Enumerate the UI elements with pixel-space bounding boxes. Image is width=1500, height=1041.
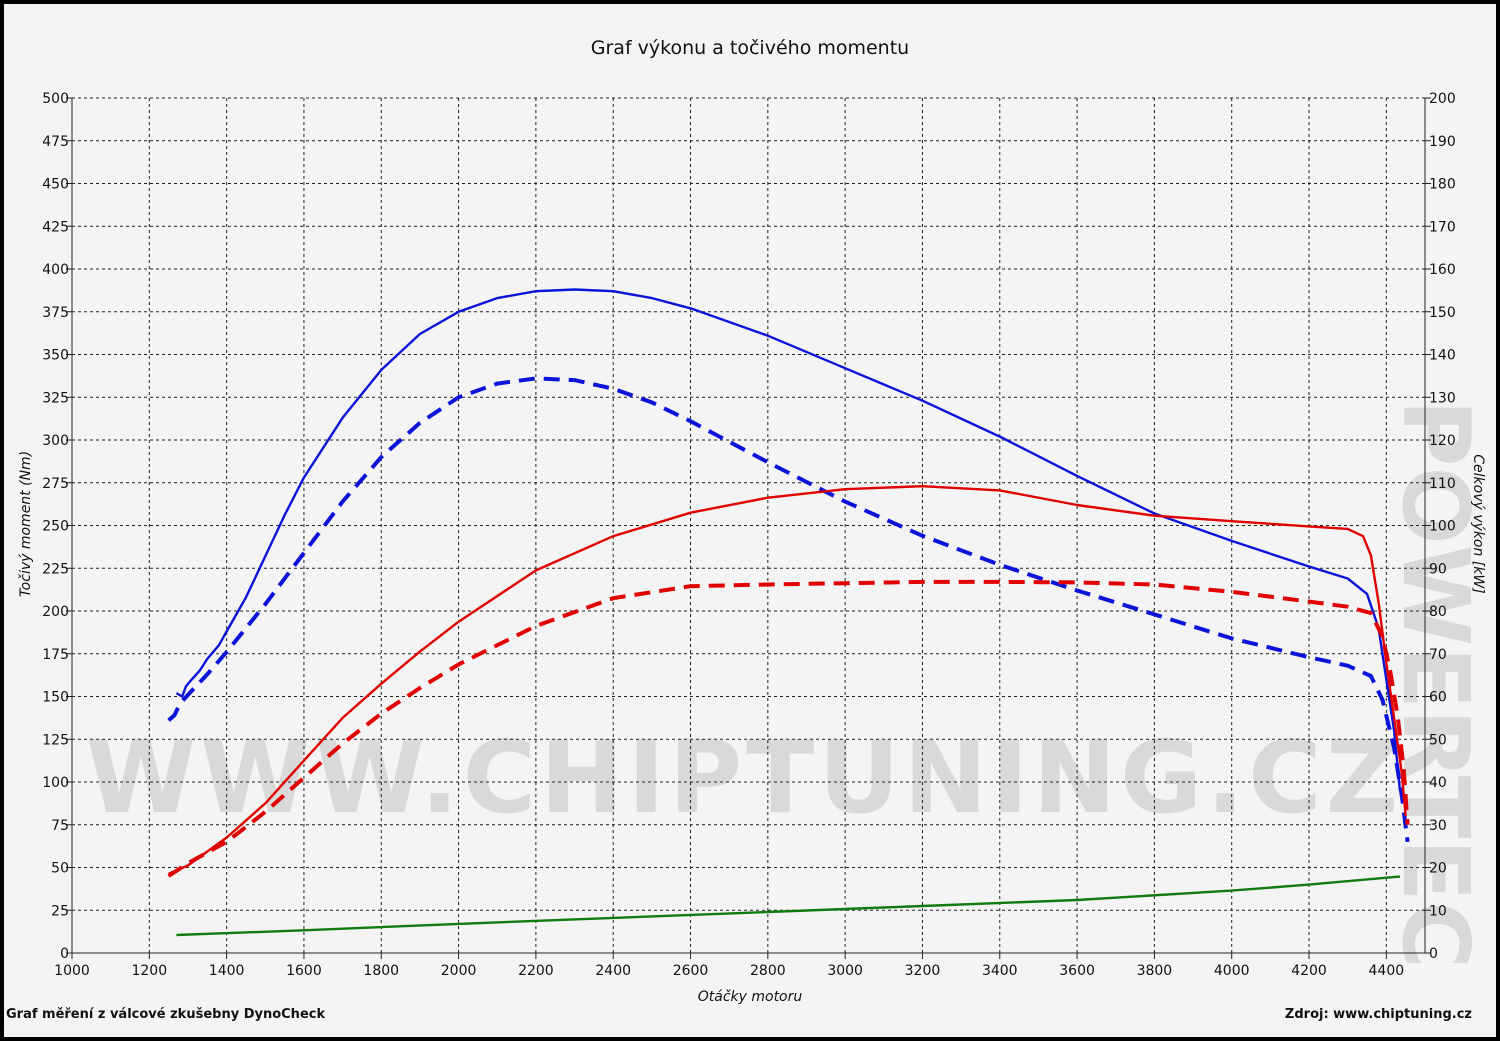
y2-tick-label: 70	[1429, 647, 1447, 663]
x-tick-label: 2800	[750, 963, 786, 979]
y-tick-label: 100	[42, 775, 69, 791]
y2-tick-label: 90	[1429, 561, 1447, 577]
y2-tick-label: 100	[1429, 519, 1456, 535]
x-tick-label: 1200	[131, 963, 167, 979]
y2-tick-label: 190	[1429, 134, 1456, 150]
watermark-text: WWW.CHIPTUNING.CZ	[86, 719, 1402, 836]
y2-tick-label: 140	[1429, 348, 1456, 364]
y2-tick-label: 60	[1429, 690, 1447, 706]
chart-title: Graf výkonu a točivého momentu	[591, 37, 909, 59]
y-tick-label: 300	[42, 433, 69, 449]
y2-tick-label: 150	[1429, 305, 1456, 321]
x-tick-label: 4200	[1291, 963, 1327, 979]
y2-tick-label: 30	[1429, 818, 1447, 834]
series-line-5	[176, 875, 1401, 937]
y-tick-label: 475	[42, 134, 69, 150]
x-tick-label: 3600	[1059, 963, 1095, 979]
footer-left: Graf měření z válcové zkušebny DynoCheck	[6, 1007, 325, 1022]
y-tick-label: 25	[51, 903, 69, 919]
y-tick-label: 225	[42, 561, 69, 577]
x-tick-label: 3400	[982, 963, 1018, 979]
y2-tick-label: 0	[1429, 946, 1438, 962]
y2-tick-label: 110	[1429, 476, 1456, 492]
series-line-2	[167, 376, 1410, 843]
y-tick-label: 450	[42, 177, 69, 193]
y2-tick-label: 80	[1429, 604, 1447, 620]
series	[167, 288, 1410, 937]
y-tick-label: 75	[51, 818, 69, 834]
x-tick-label: 3800	[1137, 963, 1173, 979]
x-axis-label: Otáčky motoru	[698, 989, 803, 1005]
series-line-4	[167, 579, 1410, 878]
y-tick-label: 200	[42, 604, 69, 620]
y2-axis-label: Celkový výkon [kW]	[1470, 454, 1486, 593]
y-tick-label: 325	[42, 390, 69, 406]
y2-tick-label: 170	[1429, 219, 1456, 235]
series-line-3	[168, 485, 1407, 875]
x-tick-label: 2200	[518, 963, 554, 979]
x-tick-label: 2400	[595, 963, 631, 979]
y-axis-label: Točivý moment (Nm)	[18, 451, 34, 597]
x-tick-label: 1800	[363, 963, 399, 979]
y-tick-label: 175	[42, 647, 69, 663]
y-tick-label: 125	[42, 732, 69, 748]
y2-tick-label: 160	[1429, 262, 1456, 278]
y2-tick-label: 130	[1429, 390, 1456, 406]
y-tick-label: 50	[51, 861, 69, 877]
y-tick-label: 500	[42, 91, 69, 107]
y-tick-label: 0	[60, 946, 69, 962]
y-tick-label: 250	[42, 519, 69, 535]
y2-tick-label: 50	[1429, 732, 1447, 748]
x-tick-label: 2600	[673, 963, 709, 979]
y-tick-label: 375	[42, 305, 69, 321]
x-tick-label: 1400	[209, 963, 245, 979]
y-tick-label: 400	[42, 262, 69, 278]
series-line-1	[175, 288, 1402, 791]
x-tick-label: 4000	[1214, 963, 1250, 979]
y2-tick-label: 10	[1429, 903, 1447, 919]
x-tick-label: 3000	[827, 963, 863, 979]
watermark: WWW.CHIPTUNING.CZ POWERTEC POWERTEC	[86, 399, 1489, 969]
x-tick-label: 1600	[286, 963, 322, 979]
y2-tick-label: 120	[1429, 433, 1456, 449]
x-tick-label: 2000	[441, 963, 477, 979]
chart: WWW.CHIPTUNING.CZ POWERTEC POWERTEC Graf…	[6, 37, 1489, 1022]
y2-tick-label: 180	[1429, 177, 1456, 193]
y2-tick-label: 40	[1429, 775, 1447, 791]
chart-frame: WWW.CHIPTUNING.CZ POWERTEC POWERTEC Graf…	[4, 4, 1496, 1037]
y-tick-label: 425	[42, 219, 69, 235]
y2-tick-label: 20	[1429, 861, 1447, 877]
footer-right: Zdroj: www.chiptuning.cz	[1285, 1007, 1472, 1022]
y-tick-label: 350	[42, 348, 69, 364]
y-tick-label: 275	[42, 476, 69, 492]
watermark-side-right: POWERTEC	[1382, 399, 1489, 969]
y2-tick-label: 200	[1429, 91, 1456, 107]
tick-labels: 1000 1200 1400 1600 1800 2000 2200 2400 2600 2800…	[42, 91, 1455, 979]
grid	[66, 97, 1431, 959]
x-tick-label: 1000	[54, 963, 90, 979]
x-tick-label: 3200	[905, 963, 941, 979]
x-tick-label: 4400	[1369, 963, 1405, 979]
y-tick-label: 150	[42, 690, 69, 706]
